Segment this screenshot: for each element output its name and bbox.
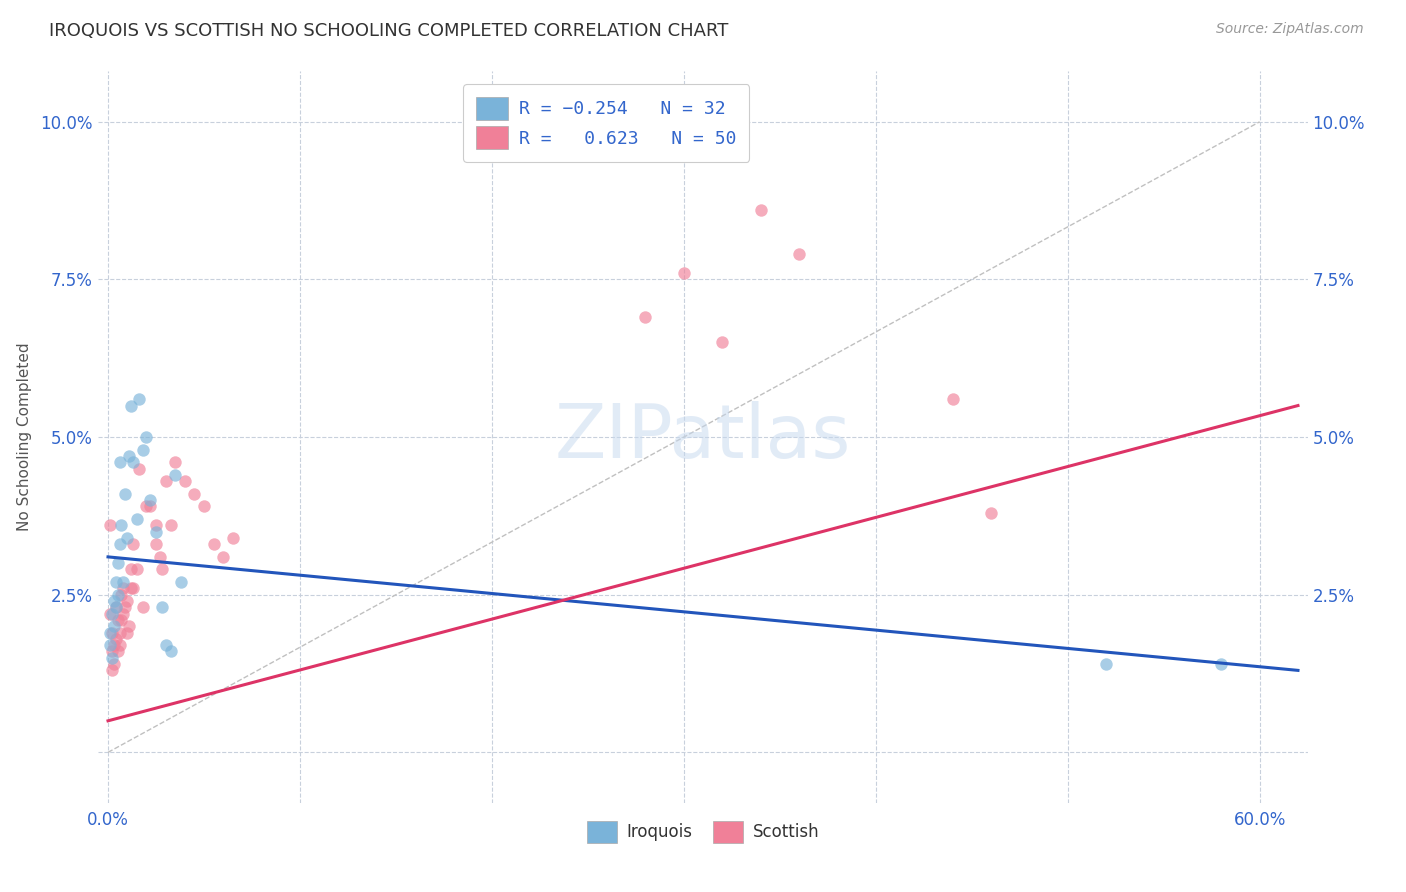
Point <box>711 335 734 350</box>
Point <box>110 588 132 602</box>
Point <box>165 467 187 482</box>
Point <box>155 638 177 652</box>
Point <box>98 625 121 640</box>
Point <box>104 600 127 615</box>
Point <box>101 607 124 621</box>
Point <box>131 442 153 457</box>
Point <box>145 537 167 551</box>
Point <box>103 594 125 608</box>
Point <box>112 607 135 621</box>
Text: Source: ZipAtlas.com: Source: ZipAtlas.com <box>1216 22 1364 37</box>
Point <box>115 625 138 640</box>
Point <box>135 430 157 444</box>
Point <box>128 461 150 475</box>
Point <box>112 582 135 596</box>
Point <box>135 500 157 514</box>
Point <box>120 582 142 596</box>
Point <box>941 392 963 407</box>
Point <box>108 455 131 469</box>
Point <box>103 619 125 633</box>
Point <box>108 625 131 640</box>
Point <box>183 487 205 501</box>
Point <box>98 638 121 652</box>
Point <box>193 500 215 514</box>
Point <box>749 203 772 218</box>
Point <box>101 644 124 658</box>
Point <box>155 474 177 488</box>
Point <box>98 518 121 533</box>
Text: ZIPatlas: ZIPatlas <box>555 401 851 474</box>
Point <box>125 562 148 576</box>
Y-axis label: No Schooling Completed: No Schooling Completed <box>17 343 32 532</box>
Point <box>115 531 138 545</box>
Point <box>131 600 153 615</box>
Point <box>122 582 145 596</box>
Point <box>108 638 131 652</box>
Point <box>139 500 162 514</box>
Point <box>1211 657 1233 671</box>
Point <box>165 455 187 469</box>
Point <box>107 588 129 602</box>
Point <box>980 506 1002 520</box>
Point <box>128 392 150 407</box>
Point <box>173 474 195 488</box>
Point <box>672 266 695 280</box>
Point <box>103 638 125 652</box>
Point <box>122 537 145 551</box>
Point <box>120 562 142 576</box>
Point <box>108 537 131 551</box>
Point <box>150 600 173 615</box>
Point <box>634 310 657 325</box>
Point <box>122 455 145 469</box>
Point <box>118 449 141 463</box>
Point <box>110 613 132 627</box>
Point <box>1095 657 1118 671</box>
Point <box>107 556 129 570</box>
Point <box>101 650 124 665</box>
Point <box>120 399 142 413</box>
Point <box>104 632 127 646</box>
Point <box>222 531 245 545</box>
Point <box>107 613 129 627</box>
Text: IROQUOIS VS SCOTTISH NO SCHOOLING COMPLETED CORRELATION CHART: IROQUOIS VS SCOTTISH NO SCHOOLING COMPLE… <box>49 22 728 40</box>
Point <box>118 619 141 633</box>
Point <box>145 518 167 533</box>
Point <box>139 493 162 508</box>
Point <box>104 575 127 590</box>
Point <box>160 518 183 533</box>
Point <box>115 594 138 608</box>
Point <box>212 549 235 564</box>
Point <box>202 537 225 551</box>
Point <box>110 518 132 533</box>
Point <box>114 487 136 501</box>
Point <box>787 247 810 261</box>
Point <box>145 524 167 539</box>
Point <box>114 600 136 615</box>
Point <box>101 664 124 678</box>
Point <box>103 657 125 671</box>
Point <box>107 644 129 658</box>
Point <box>150 562 173 576</box>
Point <box>98 607 121 621</box>
Point <box>101 625 124 640</box>
Point <box>125 512 148 526</box>
Point <box>149 549 172 564</box>
Point <box>160 644 183 658</box>
Legend: Iroquois, Scottish: Iroquois, Scottish <box>581 814 825 849</box>
Point <box>112 575 135 590</box>
Point <box>104 600 127 615</box>
Point <box>170 575 193 590</box>
